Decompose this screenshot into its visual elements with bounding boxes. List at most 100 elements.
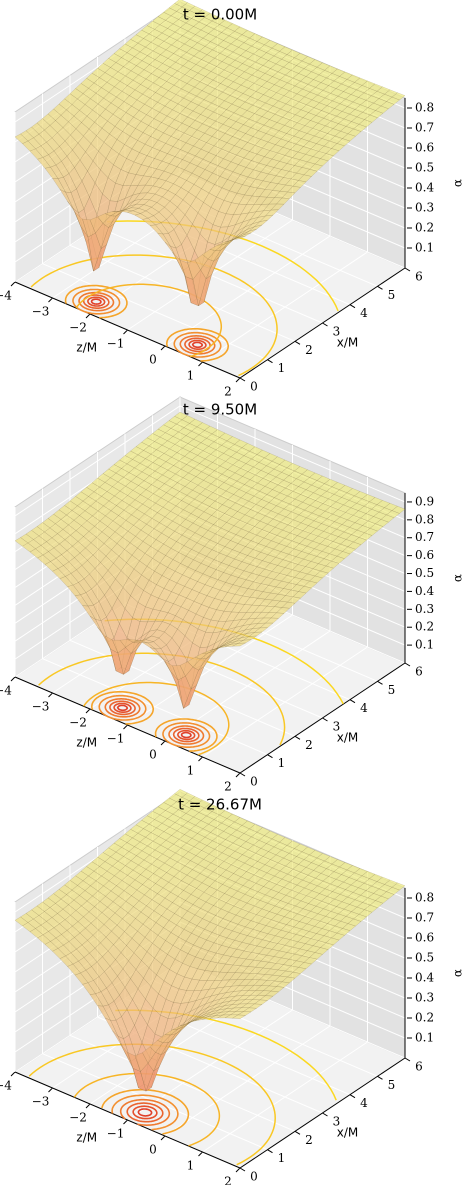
y-tick-label: 3	[333, 1115, 341, 1129]
surface-patch	[358, 119, 373, 128]
contour	[90, 298, 102, 305]
contour	[109, 700, 136, 716]
axis-line	[14, 1071, 241, 1169]
axis-line	[14, 676, 241, 774]
tick-mark	[85, 1103, 91, 1109]
y-axis-label: x/M	[337, 731, 359, 745]
y-tick-label: 5	[388, 288, 396, 302]
y-tick-label: 3	[333, 325, 341, 339]
y-tick-label: 1	[278, 1151, 286, 1165]
tick-mark	[267, 754, 273, 759]
surface-patch	[232, 235, 246, 241]
surface-patch	[353, 537, 367, 545]
tick-mark	[160, 1135, 166, 1141]
surface-patch	[325, 148, 340, 157]
contour	[113, 702, 132, 713]
surface-patch	[375, 895, 389, 904]
tick-mark	[239, 1167, 246, 1172]
x-tick-label: −3	[32, 700, 50, 714]
contour	[168, 725, 205, 745]
tick-mark	[10, 1071, 16, 1077]
x-tick-label: −2	[69, 1111, 87, 1125]
grid-line	[179, 405, 406, 503]
z-tick-label: 0.2	[415, 620, 434, 634]
grid-line	[42, 658, 268, 756]
contour	[173, 331, 222, 358]
x-tick-label: 2	[224, 385, 232, 399]
surface-patch	[309, 575, 323, 584]
x-tick-label: 0	[149, 353, 157, 367]
tick-mark	[349, 699, 356, 704]
tick-mark	[235, 772, 241, 778]
tick-mark	[377, 1075, 383, 1080]
contour	[116, 704, 129, 712]
tick-mark	[294, 735, 301, 740]
contour	[154, 718, 218, 752]
surface-patch	[320, 565, 334, 574]
surface-patch	[281, 191, 296, 199]
x-tick-label: 0	[149, 1143, 157, 1157]
grid-line	[42, 263, 268, 361]
contour	[78, 291, 115, 312]
contour	[137, 1108, 153, 1117]
y-axis-label: x/M	[337, 336, 359, 350]
tick-mark	[198, 361, 203, 367]
y-tick-label: 2	[305, 343, 313, 357]
tick-mark	[377, 285, 383, 290]
contour	[179, 335, 216, 355]
contour	[111, 1094, 179, 1131]
y-tick-label: 2	[305, 1133, 313, 1147]
surface-patch	[281, 976, 296, 984]
x-tick-label: −3	[32, 1095, 50, 1109]
tick-mark	[239, 772, 246, 777]
panel: −4 −3 −2 −1 0 1 2 0 1 2 3 4 5 6 0.1 0.2 0.3 0.4 0.5 0.6 0.7 0…	[0, 789, 465, 1185]
contour	[177, 729, 196, 741]
contour	[75, 283, 223, 358]
surface-patch	[369, 523, 384, 532]
tick-mark	[377, 680, 383, 685]
tick-mark	[349, 1094, 356, 1099]
z-tick-label: 0.7	[415, 530, 434, 544]
surface-patch	[358, 909, 373, 918]
x-tick-label: 1	[187, 369, 195, 383]
tick-mark	[10, 676, 16, 682]
tick-mark	[123, 1119, 128, 1125]
z-tick-label: 0.5	[415, 951, 434, 965]
tick-mark	[10, 281, 16, 287]
contour	[126, 1102, 164, 1123]
contour	[64, 284, 128, 319]
z-tick-label: 0.5	[415, 161, 434, 175]
z-tick-label: 0.2	[415, 1011, 434, 1025]
contour	[166, 328, 229, 362]
x-tick-label: 2	[224, 780, 232, 794]
tick-mark	[267, 359, 273, 364]
tick-mark	[294, 340, 301, 345]
z-tick-label: 0.6	[415, 141, 434, 155]
tick-mark	[123, 329, 128, 335]
surface-patch	[231, 1014, 247, 1019]
contour	[172, 727, 200, 743]
z-axis-label: α	[451, 969, 465, 977]
tick-mark	[160, 740, 166, 746]
z-tick-label: 0.3	[415, 602, 434, 616]
z-tick-label: 0.4	[415, 971, 434, 985]
surface-patch	[237, 1011, 252, 1016]
z-tick-label: 0.5	[415, 566, 434, 580]
grid-line	[14, 405, 181, 517]
z-tick-label: 0.4	[415, 584, 434, 598]
contour	[30, 254, 278, 377]
surface-patch	[391, 505, 406, 514]
y-tick-label: 4	[360, 1096, 368, 1110]
tick-mark	[404, 662, 411, 667]
z-tick-label: 0.3	[415, 991, 434, 1005]
panel: −4 −3 −2 −1 0 1 2 0 1 2 3 4 5 6 0.1 0.2 0.3 0.4 0.5 0.6 0.7 0…	[0, 396, 465, 794]
surface-patch	[336, 138, 351, 147]
surface-patch	[391, 882, 406, 891]
tick-mark	[294, 1130, 301, 1135]
z-tick-label: 0.8	[415, 101, 434, 115]
contour	[132, 1105, 158, 1120]
surface-patch	[287, 971, 301, 979]
y-tick-label: 0	[250, 1170, 258, 1184]
surface-patch	[259, 622, 274, 629]
